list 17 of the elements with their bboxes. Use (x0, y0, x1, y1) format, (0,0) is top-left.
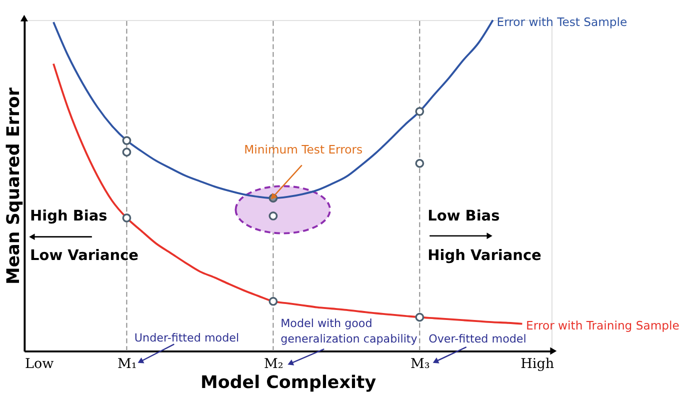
x-tick-label: M₃ (410, 356, 430, 372)
annotation: High Bias (30, 208, 108, 224)
x-tick-label: Low (24, 356, 54, 372)
annotation: Low Variance (30, 248, 139, 264)
x-tick-label: M₂ (264, 356, 284, 372)
annotation: Under-fitted model (134, 331, 240, 344)
annotation: Over-fitted model (428, 332, 526, 346)
x-tick-label: High (520, 356, 554, 372)
annotation: High Variance (428, 248, 542, 264)
annotation: Model with good generalization capability (280, 316, 418, 346)
series-label: Error with Training Sample (526, 318, 680, 333)
annotation: Minimum Test Errors (244, 142, 363, 157)
series-label: Error with Test Sample (496, 14, 628, 29)
y-axis-title: Mean Squared Error (4, 87, 24, 285)
annotation: Low Bias (428, 208, 500, 224)
x-axis-title: Model Complexity (200, 373, 377, 394)
x-tick-label: M₁ (118, 356, 137, 372)
